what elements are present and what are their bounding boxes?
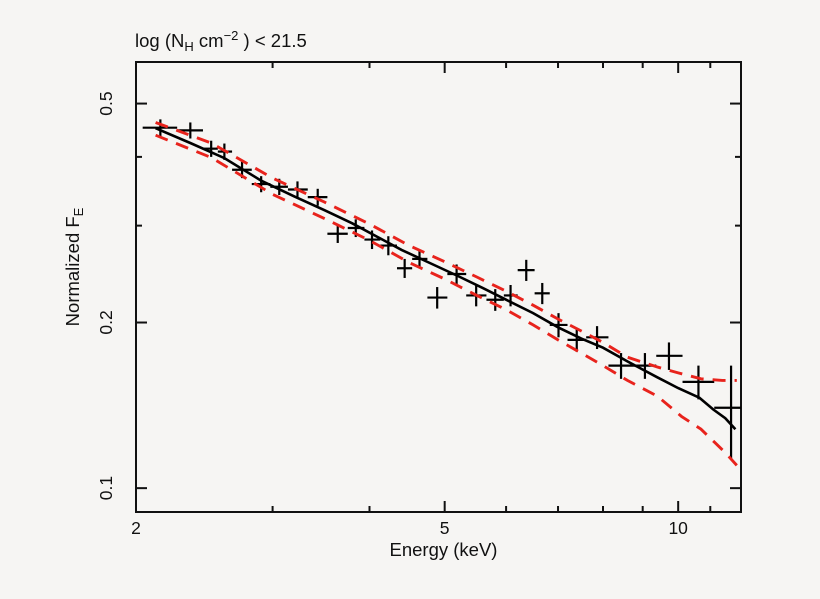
- data-point: [656, 342, 683, 370]
- confidence-band-upper: [155, 121, 737, 382]
- y-tick-labels: 0.5 0.2 0.1: [96, 91, 116, 500]
- axis-ticks: [135, 62, 741, 512]
- chart-title: log (NH cm−2 ) < 21.5: [135, 28, 307, 54]
- x-tick-labels: 2 5 10: [131, 518, 688, 538]
- y-axis-label: Normalized FE: [62, 207, 86, 326]
- y-tick-label: 0.2: [96, 310, 116, 334]
- plot-area: [142, 119, 741, 467]
- data-point: [486, 289, 504, 311]
- confidence-band-lower: [155, 133, 738, 467]
- x-axis-label: Energy (keV): [390, 539, 498, 560]
- data-point: [327, 224, 348, 243]
- data-point: [682, 365, 715, 400]
- x-tick-label: 10: [668, 518, 688, 538]
- x-tick-label: 2: [131, 518, 141, 538]
- data-point: [714, 365, 741, 459]
- y-tick-label: 0.5: [96, 91, 116, 115]
- data-points: [142, 119, 741, 459]
- data-point: [396, 258, 413, 278]
- x-tick-label: 5: [440, 518, 450, 538]
- data-point: [534, 282, 550, 305]
- data-point: [517, 259, 535, 281]
- plot-frame: [135, 61, 742, 513]
- data-point: [142, 119, 178, 137]
- data-point: [427, 287, 448, 309]
- y-tick-label: 0.1: [96, 476, 116, 500]
- data-point: [177, 122, 203, 139]
- model-line: [155, 127, 737, 431]
- data-point: [307, 188, 328, 206]
